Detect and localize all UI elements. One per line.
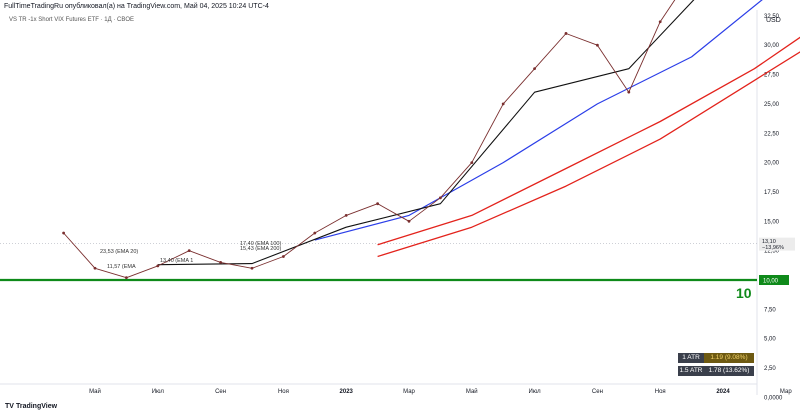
price-point (125, 276, 128, 280)
atr1-label: 1 ATR (678, 353, 704, 363)
y-tick-label: 20,00 (764, 161, 780, 167)
y-tick-label: 22,50 (764, 131, 780, 137)
ema-red-upper-line (377, 36, 800, 246)
symbol-title[interactable]: VS TR -1x Short VIX Futures ETF · 1Д · C… (9, 17, 134, 23)
x-tick-label: Сен (215, 389, 226, 395)
y-tick-label: 32,50 (764, 14, 780, 20)
x-tick-label: Сен (592, 389, 603, 395)
support-price-tag (759, 275, 789, 285)
ema-value-label: 17,40 (EMA 100) (240, 241, 281, 247)
y-tick-label: 12,50 (764, 249, 780, 255)
price-point (596, 43, 599, 47)
y-tick-label: 2,50 (764, 366, 776, 372)
ema-black-line (157, 0, 695, 266)
y-tick-label: 25,00 (764, 102, 780, 108)
ema-value-label: 11,57 (EMA (107, 264, 136, 270)
price-point (439, 196, 442, 200)
price-point (313, 231, 317, 235)
atr2-label: 1.5 ATR (678, 366, 704, 376)
price-point (501, 102, 505, 106)
y-tick-label: 0,0000 (764, 395, 783, 401)
price-point (93, 266, 97, 270)
x-tick-label: Май (466, 388, 478, 395)
price-point (470, 161, 474, 165)
ema-value-label: 15,43 (EMA 200) (240, 246, 281, 252)
x-tick-label: 2023 (340, 389, 354, 395)
footer: TV TradingView (5, 403, 57, 410)
x-tick-label: 2024 (716, 389, 730, 395)
support-price-label: 10,00 (763, 279, 779, 285)
y-tick-label: 15,00 (764, 219, 780, 225)
price-point (533, 67, 536, 71)
price-point (376, 202, 379, 206)
x-tick-label: Май (89, 388, 101, 395)
price-point (407, 219, 411, 223)
price-point (156, 264, 160, 268)
atr2-value: 1.78 (13.62%) (704, 366, 754, 376)
x-tick-label: Мар (780, 389, 792, 395)
price-point (62, 231, 65, 235)
ema-red-lower-line (377, 51, 800, 258)
price-point (564, 32, 568, 35)
ema-value-label: 13,40 (EMA 1 (160, 258, 193, 264)
y-tick-label: 7,50 (764, 307, 776, 313)
price-point (187, 249, 191, 253)
atr1-value: 1.19 (9.08%) (704, 353, 754, 363)
price-line (63, 0, 676, 279)
currency-label: USD (766, 17, 781, 24)
x-tick-label: Июл (529, 389, 542, 395)
y-tick-label: 27,50 (764, 73, 780, 79)
price-point (344, 214, 348, 217)
current-price-label: 13,10 (762, 239, 776, 245)
price-point (282, 255, 285, 258)
price-point (250, 266, 254, 270)
y-tick-label: 17,50 (764, 190, 780, 196)
current-price-tag (759, 237, 795, 251)
support-annotation: 10 (736, 285, 752, 301)
x-tick-label: Июл (152, 389, 165, 395)
published-caption: FullTimeTradingRu опубликовал(а) на Trad… (4, 3, 269, 10)
y-tick-label: 30,00 (764, 43, 780, 49)
price-point (219, 260, 223, 264)
price-point (658, 20, 662, 24)
ema-blue-line (314, 0, 763, 241)
footer-brand: TradingView (15, 403, 58, 410)
x-tick-label: Мар (403, 389, 415, 395)
tradingview-logo-icon: TV (5, 403, 14, 410)
price-point (627, 90, 631, 94)
x-tick-label: Ноя (655, 389, 666, 395)
x-tick-label: Ноя (278, 389, 289, 395)
current-price-change: −13,96% (762, 245, 784, 251)
y-tick-label: 5,00 (764, 337, 776, 343)
ema-value-label: 23,53 (EMA 20) (100, 249, 138, 255)
